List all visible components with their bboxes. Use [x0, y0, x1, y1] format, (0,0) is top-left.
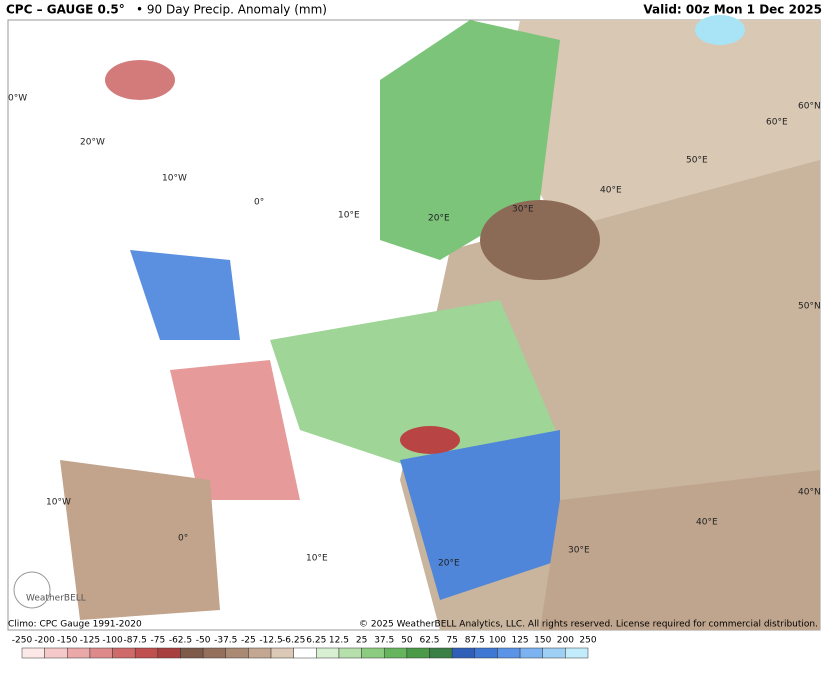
graticule-label: 20°W — [80, 138, 105, 148]
colorbar-cell — [89, 647, 113, 659]
colorbar-label: 75 — [446, 636, 457, 646]
graticule-label: 40°E — [600, 186, 622, 196]
land-france — [170, 360, 300, 500]
anomaly-iceland — [105, 60, 175, 100]
colorbar-label: 12.5 — [329, 636, 349, 646]
graticule-label: 10°W — [162, 174, 187, 184]
colorbar-cell — [270, 647, 294, 659]
colorbar-label: -75 — [150, 636, 165, 646]
land-britain — [130, 250, 240, 340]
colorbar-label: 37.5 — [374, 636, 394, 646]
colorbar-label: 62.5 — [419, 636, 439, 646]
graticule-label: 40°E — [696, 518, 718, 528]
colorbar-label: -37.5 — [214, 636, 237, 646]
colorbar-label: -200 — [34, 636, 55, 646]
colorbar-cell — [316, 647, 340, 659]
land-central — [270, 300, 560, 470]
land-russia — [500, 20, 820, 230]
anomaly-north — [695, 15, 745, 45]
land-balkans — [400, 430, 560, 600]
colorbar-cell — [248, 647, 272, 659]
colorbar-label: 100 — [489, 636, 506, 646]
colorbar-cell — [338, 647, 362, 659]
graticule-label: 40°N — [798, 488, 821, 498]
land-turkey — [540, 470, 820, 630]
logo: WeatherBELL — [13, 571, 86, 609]
graticule-label: 60°E — [766, 118, 788, 128]
colorbar-cell — [293, 647, 317, 659]
graticule-label: 50°E — [686, 156, 708, 166]
colorbar-label: -87.5 — [124, 636, 147, 646]
land-scandinavia — [380, 20, 560, 260]
colorbar-label: 200 — [557, 636, 574, 646]
colorbar-cell — [383, 647, 408, 659]
colorbar-label: 50 — [401, 636, 413, 646]
logo-text: WeatherBELL — [26, 594, 86, 604]
subtitle: • 90 Day Precip. Anomaly (mm) — [136, 3, 327, 17]
colorbar-cell — [21, 647, 45, 659]
anomaly-hungary — [400, 426, 460, 454]
colorbar-cell — [202, 647, 227, 659]
colorbar-label: -25 — [241, 636, 256, 646]
colorbar-label: -12.5 — [259, 636, 282, 646]
colorbar-label: -150 — [57, 636, 78, 646]
map — [7, 15, 821, 631]
colorbar-cell — [474, 647, 498, 659]
colorbar-cell — [157, 647, 181, 659]
colorbar-cell — [519, 647, 543, 659]
colorbar-label: 250 — [579, 636, 596, 646]
colorbar-label: -50 — [196, 636, 211, 646]
graticule-label: 10°W — [46, 498, 71, 508]
graticule-label: 0° — [254, 198, 264, 208]
colorbar-cell — [406, 647, 430, 659]
colorbar-cell — [542, 647, 566, 659]
graticule-label: 30°E — [512, 205, 534, 215]
graticule-label: 20°E — [428, 214, 450, 224]
title: CPC – GAUGE 0.5° — [6, 3, 125, 17]
graticule-label: 10°E — [306, 554, 328, 564]
graticule-label: 20°E — [438, 559, 460, 569]
colorbar-cell — [225, 647, 249, 659]
colorbar-label: 6.25 — [306, 636, 326, 646]
logo-circle — [13, 571, 51, 609]
graticule-label: 50°N — [798, 302, 821, 312]
graticule-label: 60°N — [798, 102, 821, 112]
colorbar-cell — [180, 647, 204, 659]
colorbar-cell — [429, 647, 453, 659]
graticule-label: 30°E — [568, 546, 590, 556]
colorbar-label: -100 — [102, 636, 123, 646]
land-iberia — [60, 460, 220, 620]
colorbar-label: -62.5 — [169, 636, 192, 646]
colorbar-label: -250 — [12, 636, 33, 646]
colorbar-cell — [67, 647, 91, 659]
graticule-label: 0° — [178, 534, 188, 544]
colorbar-cell — [497, 647, 521, 659]
colorbar-label: -125 — [80, 636, 100, 646]
graticule-label: 0°W — [8, 94, 27, 104]
valid-time: Valid: 00z Mon 1 Dec 2025 — [643, 3, 822, 17]
colorbar-cell — [451, 647, 476, 659]
colorbar-label: 150 — [534, 636, 551, 646]
colorbar-cell — [112, 647, 136, 659]
colorbar-label: 87.5 — [465, 636, 485, 646]
colorbar-cell — [134, 647, 159, 659]
colorbar-cell — [44, 647, 68, 659]
graticule-label: 10°E — [338, 211, 360, 221]
copyright: © 2025 WeatherBELL Analytics, LLC. All r… — [359, 620, 818, 630]
colorbar-label: -6.25 — [282, 636, 305, 646]
colorbar-cell — [565, 647, 589, 659]
colorbar-cell — [361, 647, 385, 659]
climo-note: Climo: CPC Gauge 1991-2020 — [8, 620, 142, 630]
colorbar-label: 25 — [356, 636, 367, 646]
colorbar-label: 125 — [511, 636, 528, 646]
anomaly-belarus — [480, 200, 600, 280]
